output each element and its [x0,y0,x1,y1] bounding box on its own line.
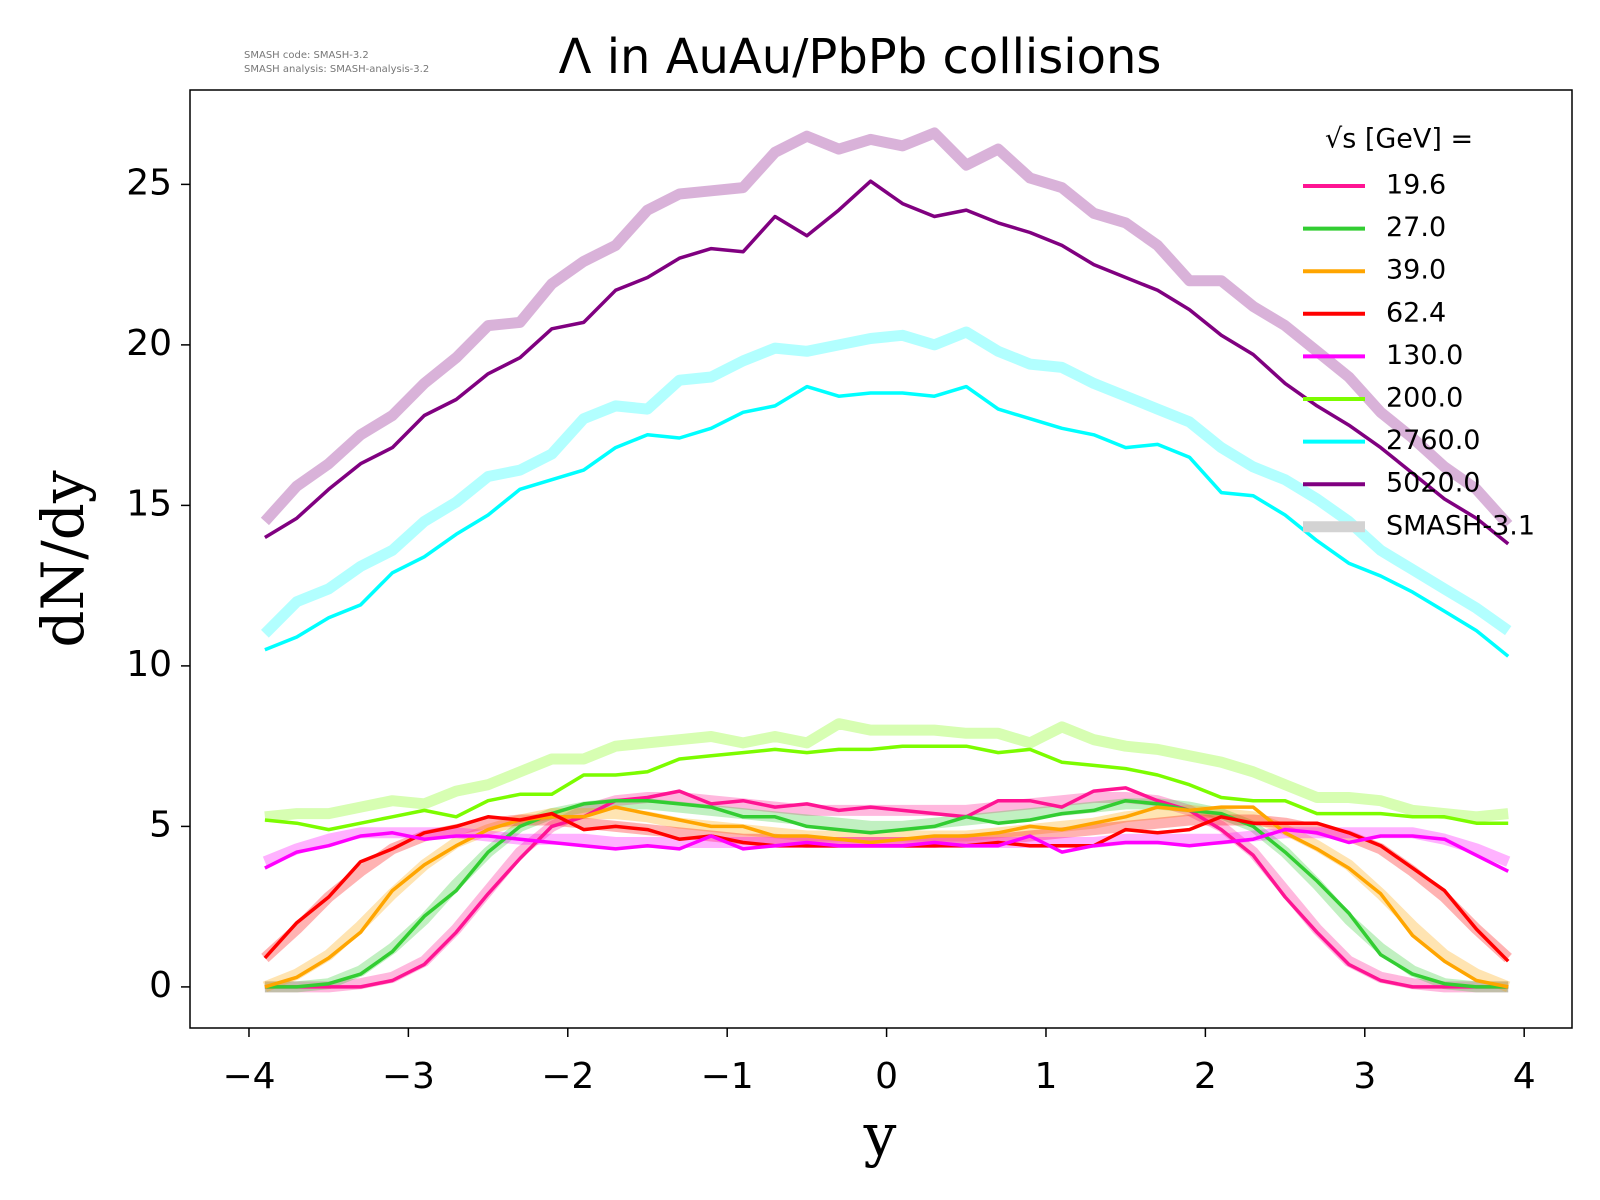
y-tick-label: 10 [126,644,172,685]
note: SMASH code: SMASH-3.2 [244,50,369,61]
x-tick-label: 4 [1513,1056,1536,1097]
x-tick-label: −4 [222,1056,275,1097]
legend-label: 130.0 [1386,340,1463,371]
legend-label: SMASH-3.1 [1386,510,1535,541]
series-line [264,786,1509,989]
series-line [264,384,1510,658]
legend-title: √s [GeV] = [1325,124,1473,155]
y-tick-label: 25 [126,162,172,203]
legend-label: 39.0 [1386,255,1446,286]
series-line [263,179,1510,546]
series-line [264,744,1509,832]
reference-line [260,326,1512,638]
y-tick-label: 0 [149,965,172,1006]
plot-area [260,127,1513,993]
y-tick-label: 20 [126,323,172,364]
chart-title: Λ in AuAu/PbPb collisions [559,29,1162,85]
x-tick-label: −2 [541,1056,594,1097]
note: SMASH analysis: SMASH-analysis-3.2 [244,64,429,75]
x-tick-label: 0 [875,1056,898,1097]
reference-line [264,718,1509,823]
legend-label: 200.0 [1386,383,1463,414]
plot-frame [189,89,1573,1029]
legend-label: 27.0 [1386,212,1446,243]
y-tick-label: 5 [149,804,172,845]
x-tick-label: 1 [1035,1056,1058,1097]
legend-label: 2760.0 [1386,425,1480,456]
series-line [264,827,1509,873]
x-tick-label: −1 [701,1056,754,1097]
x-tick-label: 2 [1194,1056,1217,1097]
x-axis-label: y [863,1101,897,1169]
x-tick-label: 3 [1353,1056,1376,1097]
x-tick-label: −3 [382,1056,435,1097]
legend-label: 19.6 [1386,170,1446,201]
legend-label: 5020.0 [1386,468,1480,499]
reference-line [260,127,1513,529]
series-line [264,798,1509,989]
legend-label: 62.4 [1386,297,1446,328]
y-axis-label: dN/dy [29,470,97,648]
y-tick-label: 15 [126,483,172,524]
